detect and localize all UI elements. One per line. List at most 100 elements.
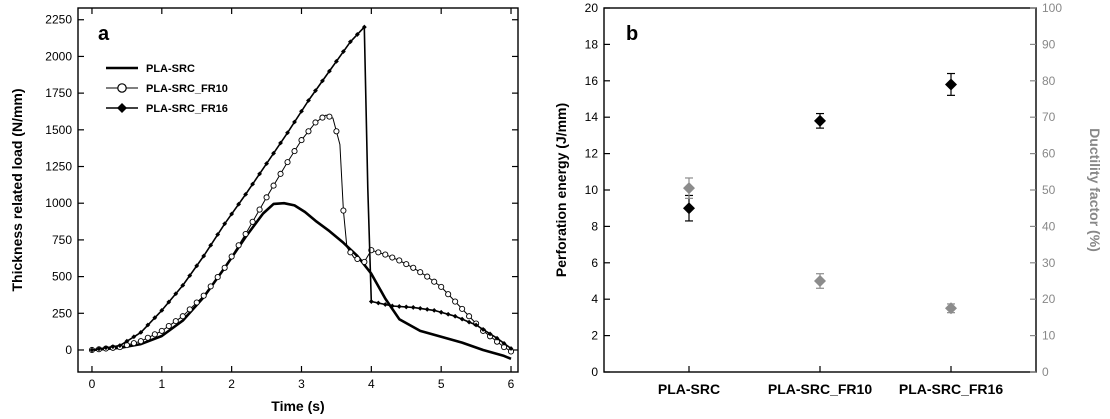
points-group-b bbox=[683, 72, 957, 315]
data-point-PLA-SRC_FR10 bbox=[214, 274, 221, 281]
panel-label-b: b bbox=[626, 23, 638, 45]
series-line-PLA-SRC_FR16 bbox=[91, 26, 512, 351]
data-point-PLA-SRC_FR10 bbox=[137, 338, 144, 345]
y2-tick-label-b: 80 bbox=[1042, 74, 1056, 88]
data-point-PLA-SRC_FR10 bbox=[158, 327, 165, 334]
data-point-PLA-SRC_FR16 bbox=[452, 313, 458, 319]
data-point-PLA-SRC_FR16 bbox=[334, 58, 339, 64]
data-point-PLA-SRC_FR10 bbox=[228, 253, 235, 260]
data-point-PLA-SRC_FR10 bbox=[291, 148, 298, 155]
y-tick-label-b: 20 bbox=[585, 1, 599, 15]
y-tick-label-b: 2 bbox=[591, 329, 598, 343]
y-tick-label-b: 4 bbox=[591, 292, 598, 306]
data-point-PLA-SRC_FR16 bbox=[389, 303, 395, 309]
data-point-PLA-SRC_FR16 bbox=[403, 304, 409, 310]
data-point-PLA-SRC_FR16 bbox=[243, 192, 249, 197]
data-point-PLA-SRC_FR16 bbox=[285, 130, 290, 136]
data-point-PLA-SRC_FR16 bbox=[480, 327, 486, 332]
legend-marker-PLA-SRC_FR16 bbox=[117, 103, 127, 113]
data-point-PLA-SRC_FR10 bbox=[424, 273, 431, 280]
data-point-PLA-SRC_FR16 bbox=[222, 221, 228, 227]
data-point-PLA-SRC_FR16 bbox=[306, 98, 311, 103]
data-point-PLA-SRC_FR10 bbox=[130, 340, 137, 347]
data-point-PLA-SRC_FR10 bbox=[438, 283, 445, 290]
data-point-PLA-SRC_FR10 bbox=[396, 257, 403, 264]
data-point-PLA-SRC_FR10 bbox=[375, 249, 382, 256]
data-point-PLA-SRC_FR10 bbox=[165, 322, 172, 330]
y-tick-label-a: 750 bbox=[52, 233, 72, 247]
legend-label: PLA-SRC_FR10 bbox=[146, 83, 228, 95]
y-tick-label-a: 1500 bbox=[45, 123, 72, 137]
data-point-PLA-SRC_FR16 bbox=[494, 335, 500, 341]
data-point-PLA-SRC_FR16 bbox=[424, 306, 430, 312]
y2-axis-ticks-b: 0 10 20 30 40 50 60 70 80 90 100 bbox=[1030, 1, 1062, 379]
data-point-PLA-SRC_FR16 bbox=[347, 39, 353, 45]
y2-tick-label-b: 40 bbox=[1042, 219, 1056, 233]
y-tick-label-a: 250 bbox=[52, 306, 72, 320]
data-point-PLA-SRC_FR16 bbox=[375, 300, 381, 306]
data-point-PLA-SRC_FR10 bbox=[417, 269, 424, 276]
data-point-PLA-SRC_FR16 bbox=[166, 299, 172, 305]
data-point-PLA-SRC_FR16 bbox=[292, 119, 297, 125]
x-tick-label-a: 5 bbox=[438, 377, 445, 391]
data-point-PLA-SRC_FR16 bbox=[229, 211, 235, 217]
series-line-PLA-SRC bbox=[91, 201, 512, 361]
y-tick-label-b: 14 bbox=[585, 110, 599, 124]
y-tick-label-a: 500 bbox=[52, 270, 72, 284]
data-point-PLA-SRC_FR16 bbox=[187, 273, 193, 279]
panel-label-a: a bbox=[98, 23, 110, 45]
y-tick-label-b: 6 bbox=[591, 256, 598, 270]
data-point-PLA-SRC_FR10 bbox=[354, 255, 361, 263]
data-point-PLA-SRC_FR16 bbox=[110, 344, 116, 350]
plot-frame-b bbox=[603, 7, 1037, 373]
series-group-a bbox=[88, 24, 515, 361]
data-point-PLA-SRC_FR10 bbox=[249, 218, 256, 225]
data-point-PLA-SRC_FR16 bbox=[271, 150, 276, 156]
x-tick-label-a: 2 bbox=[228, 377, 235, 391]
x-axis-categories-b: PLA-SRC PLA-SRC_FR10 PLA-SRC_FR16 bbox=[658, 366, 1003, 397]
data-point-PLA-SRC_FR10 bbox=[200, 292, 207, 299]
data-point-PLA-SRC_FR10 bbox=[347, 249, 354, 256]
data-point-PLA-SRC_FR10 bbox=[312, 119, 319, 126]
data-point-PLA-SRC_FR16 bbox=[215, 232, 221, 237]
data-point-PLA-SRC_FR16 bbox=[368, 299, 374, 304]
data-point-PLA-SRC_FR10 bbox=[466, 313, 473, 320]
data-point-PLA-SRC_FR16 bbox=[264, 161, 269, 166]
data-point-PLA-SRC_FR16 bbox=[431, 307, 437, 313]
y2-tick-label-b: 10 bbox=[1042, 329, 1056, 343]
data-point-PLA-SRC_FR10 bbox=[263, 194, 270, 201]
y2-axis-label-b: Ductility factor (%) bbox=[1087, 128, 1103, 252]
data-point-PLA-SRC_FR16 bbox=[508, 346, 514, 351]
y-tick-label-a: 0 bbox=[65, 343, 72, 357]
y-tick-label-b: 18 bbox=[585, 37, 599, 51]
y-tick-label-a: 1000 bbox=[45, 196, 72, 210]
x-tick-label-a: 3 bbox=[298, 377, 305, 391]
y-tick-label-a: 1250 bbox=[45, 160, 72, 174]
data-point-PLA-SRC_FR10 bbox=[179, 313, 186, 320]
data-point-PLA-SRC_FR10 bbox=[151, 331, 158, 338]
data-point-PLA-SRC_FR16 bbox=[501, 340, 507, 346]
data-point-PLA-SRC_FR16 bbox=[340, 49, 346, 54]
data-point-PLA-SRC_FR16 bbox=[89, 347, 95, 353]
data-point-PLA-SRC_FR16 bbox=[487, 331, 493, 337]
data-point-PLA-SRC_FR16 bbox=[236, 201, 242, 207]
data-point-PLA-SRC_FR16 bbox=[313, 88, 318, 94]
data-point-PLA-SRC_FR16 bbox=[278, 140, 283, 146]
data-point-PLA-SRC_FR16 bbox=[250, 181, 256, 187]
data-point-PLA-SRC_FR10 bbox=[186, 306, 193, 313]
data-point-PLA-SRC_FR16 bbox=[152, 315, 158, 321]
category-label: PLA-SRC bbox=[658, 381, 720, 397]
data-point-PLA-SRC_FR16 bbox=[417, 305, 423, 311]
data-point-PLA-SRC_FR16 bbox=[138, 329, 144, 335]
data-point-PLA-SRC_FR10 bbox=[361, 258, 368, 265]
data-point-PLA-SRC_FR16 bbox=[438, 309, 444, 315]
data-point-PLA-SRC_FR10 bbox=[193, 299, 200, 306]
plot-frame-a bbox=[77, 7, 519, 373]
y2-tick-label-b: 90 bbox=[1042, 37, 1056, 51]
legend-a: PLA-SRC PLA-SRC_FR10 PLA-SRC_FR16 bbox=[106, 63, 228, 115]
y-tick-label-b: 16 bbox=[585, 74, 599, 88]
category-label: PLA-SRC_FR10 bbox=[768, 381, 872, 397]
perforation-energy-point bbox=[683, 202, 695, 215]
data-point-PLA-SRC_FR16 bbox=[459, 316, 465, 322]
y-tick-label-b: 0 bbox=[591, 365, 598, 379]
